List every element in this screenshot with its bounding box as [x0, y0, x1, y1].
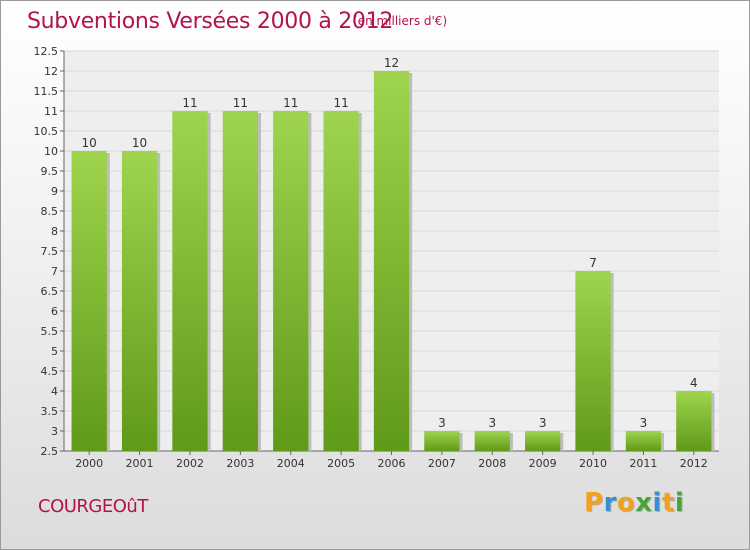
x-tick-label: 2010: [579, 457, 607, 470]
proxiti-logo: Proxiti: [584, 488, 684, 518]
chart-subtitle: (en milliers d'€): [353, 14, 448, 28]
bar-value-label: 7: [589, 256, 597, 270]
bar-value-label: 11: [283, 96, 298, 110]
x-tick-label: 2011: [629, 457, 657, 470]
y-tick-label: 3.5: [41, 405, 59, 418]
y-tick-label: 5: [51, 345, 58, 358]
bar: [121, 151, 158, 451]
logo-letter: o: [616, 488, 636, 518]
x-tick-label: 2012: [680, 457, 708, 470]
bar-value-label: 11: [182, 96, 197, 110]
y-tick-label: 4: [51, 385, 58, 398]
logo-letter: x: [635, 488, 653, 518]
y-tick-label: 6.5: [41, 285, 59, 298]
x-tick-label: 2005: [327, 457, 355, 470]
bar: [222, 111, 258, 451]
logo-letter: t: [661, 488, 675, 518]
bar-value-label: 3: [640, 416, 648, 430]
x-tick-label: 2007: [428, 457, 456, 470]
bar-value-label: 10: [132, 136, 147, 150]
y-tick-label: 9: [51, 185, 58, 198]
x-tick-label: 2001: [126, 457, 154, 470]
x-tick-label: 2006: [378, 457, 406, 470]
bar: [676, 391, 712, 451]
bar: [172, 111, 208, 451]
y-tick-label: 11: [44, 105, 58, 118]
bar-value-label: 3: [488, 416, 496, 430]
x-tick-label: 2009: [529, 457, 557, 470]
y-tick-label: 11.5: [34, 85, 59, 98]
y-tick-label: 6: [51, 305, 58, 318]
logo-letter: r: [603, 488, 617, 518]
bar-value-label: 3: [539, 416, 547, 430]
x-tick-label: 2002: [176, 457, 204, 470]
y-tick-label: 12.5: [34, 45, 59, 58]
logo-letter: i: [674, 488, 685, 518]
bar: [424, 431, 460, 451]
bar: [525, 431, 561, 451]
bar: [474, 431, 510, 451]
logo-letter: P: [584, 488, 604, 518]
y-tick-label: 10: [44, 145, 58, 158]
bar-value-label: 3: [438, 416, 446, 430]
y-tick-label: 3: [51, 425, 58, 438]
bar-value-label: 12: [384, 56, 399, 70]
x-tick-label: 2004: [277, 457, 305, 470]
bar: [71, 151, 107, 451]
x-tick-label: 2003: [226, 457, 254, 470]
bar: [273, 111, 309, 451]
y-tick-label: 10.5: [34, 125, 59, 138]
y-tick-label: 12: [44, 65, 58, 78]
bar: [575, 271, 611, 451]
commune-name: COURGEOûT: [38, 496, 148, 517]
y-tick-label: 9.5: [41, 165, 59, 178]
y-tick-label: 4.5: [41, 365, 59, 378]
bar: [373, 71, 410, 451]
y-tick-label: 2.5: [41, 445, 59, 458]
x-tick-label: 2000: [75, 457, 103, 470]
bar-value-label: 4: [690, 376, 698, 390]
bar: [323, 111, 359, 451]
y-tick-label: 7.5: [41, 245, 59, 258]
logo-letter: i: [652, 488, 662, 518]
bar-value-label: 10: [82, 136, 97, 150]
y-tick-label: 7: [51, 265, 58, 278]
y-tick-label: 8.5: [41, 205, 59, 218]
bar-value-label: 11: [333, 96, 348, 110]
x-tick-label: 2008: [478, 457, 506, 470]
bar-value-label: 11: [233, 96, 248, 110]
chart-title: Subventions Versées 2000 à 2012: [27, 9, 394, 34]
bar: [625, 431, 662, 451]
y-tick-label: 8: [51, 225, 58, 238]
y-tick-label: 5.5: [41, 325, 59, 338]
